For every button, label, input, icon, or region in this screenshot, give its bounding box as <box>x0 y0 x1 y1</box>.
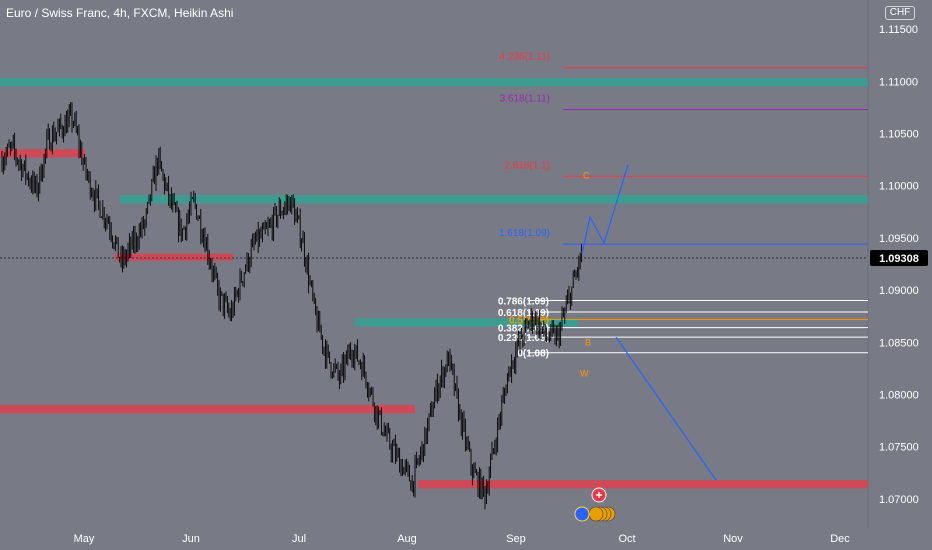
y-tick-label-1: 1.11000 <box>879 76 918 88</box>
price-axis-bg <box>868 0 932 550</box>
y-tick-label-4: 1.09500 <box>879 233 919 245</box>
zone-5 <box>0 404 415 414</box>
last-price-label: 1.09308 <box>879 253 919 265</box>
pattern-label-0: B <box>585 337 591 347</box>
projection-bearish <box>615 336 717 481</box>
zone-2 <box>120 195 868 204</box>
x-tick-label-0: May <box>74 533 95 545</box>
fib-label-2: 2.618(1.1) <box>504 160 550 171</box>
y-tick-label-9: 1.07000 <box>879 494 919 506</box>
y-tick-label-6: 1.08500 <box>879 337 919 349</box>
x-tick-label-6: Nov <box>723 533 743 545</box>
y-tick-label-2: 1.10500 <box>879 129 919 141</box>
fib-label-7: 0.382(1.09) <box>498 324 549 335</box>
x-tick-label-7: Dec <box>830 533 850 545</box>
zone-0 <box>0 78 868 87</box>
fib-label-0: 4.236(1.11) <box>500 52 550 63</box>
y-tick-label-5: 1.09000 <box>879 285 919 297</box>
zone-3 <box>115 253 233 261</box>
last-price-badge <box>870 249 928 266</box>
event-stack-icon <box>588 506 604 522</box>
projection-bullish <box>581 164 629 254</box>
chart-title: Euro / Swiss Franc, 4h, FXCM, Heikin Ash… <box>6 6 234 20</box>
fib-label-3: 1.618(1.09) <box>499 228 550 239</box>
fib-label-4: 0.786(1.09) <box>498 297 549 308</box>
zone-1 <box>0 149 85 158</box>
pattern-label-1: W <box>580 369 589 379</box>
fib-label-1: 3.618(1.11) <box>500 93 550 104</box>
zone-4 <box>355 318 578 327</box>
candles <box>1 102 583 510</box>
eu-flag-icon <box>574 506 590 522</box>
swiss-flag-cross-icon <box>596 492 602 498</box>
pattern-label-2: C <box>583 170 590 180</box>
x-tick-label-2: Jul <box>292 533 306 545</box>
x-tick-label-1: Jun <box>182 533 200 545</box>
fib-label-5: 0.618(1.09) <box>498 308 549 319</box>
x-tick-label-5: Oct <box>618 533 635 545</box>
y-tick-label-7: 1.08000 <box>879 390 919 402</box>
currency-badge[interactable]: CHF <box>885 6 915 20</box>
y-tick-label-3: 1.10000 <box>879 181 919 193</box>
x-tick-label-4: Sep <box>506 533 526 545</box>
fib-label-9: 0(1.08) <box>517 349 549 360</box>
y-tick-label-8: 1.07500 <box>879 442 919 454</box>
fib-label-6: 0.5(1.09) <box>509 315 549 326</box>
event-icons <box>574 487 616 522</box>
x-tick-label-3: Aug <box>397 533 417 545</box>
zone-6 <box>418 480 868 489</box>
y-tick-label-0: 1.11500 <box>879 24 918 36</box>
fib-label-8: 0.236(1.09) <box>498 333 549 344</box>
